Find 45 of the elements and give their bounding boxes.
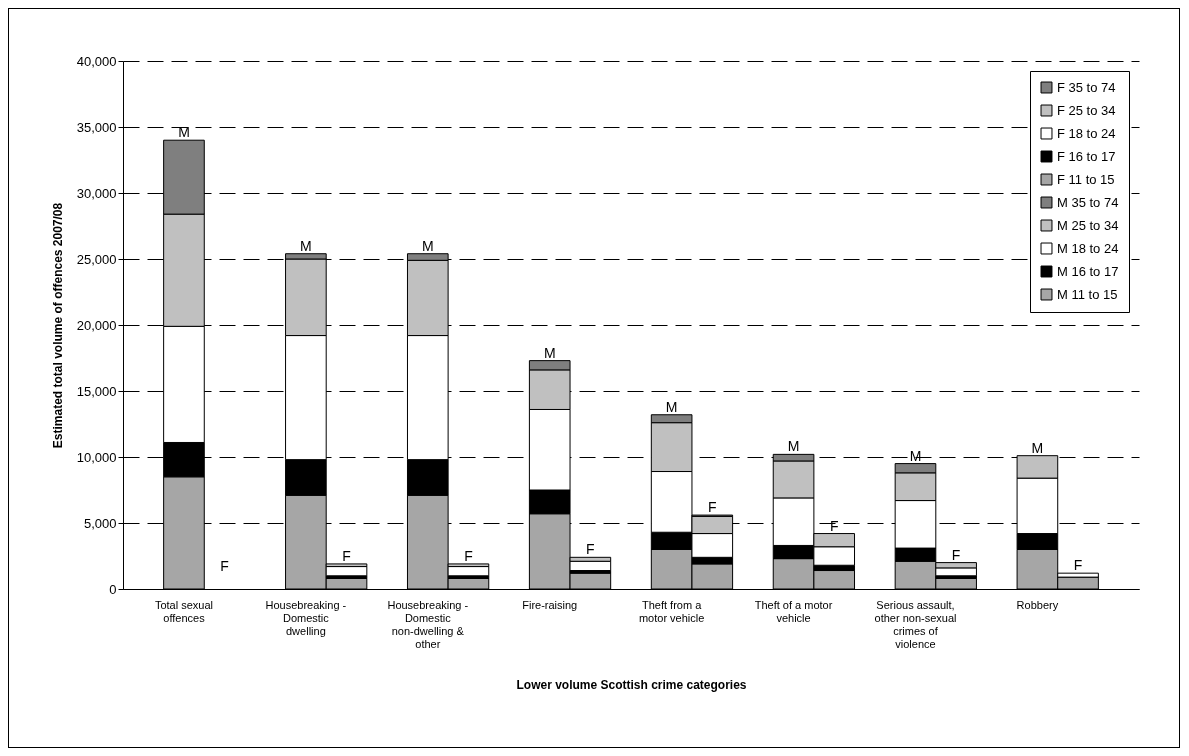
- y-axis-title: Estimated total volume of offences 2007/08: [50, 202, 65, 449]
- legend-label: F 11 to 15: [1057, 171, 1115, 187]
- annotation: M: [178, 124, 190, 141]
- annotation: F: [1073, 557, 1083, 574]
- y-tick-label: 15,000: [76, 383, 117, 399]
- annotation: M: [543, 344, 556, 361]
- y-tick-label: 20,000: [76, 317, 117, 333]
- annotation: F: [829, 517, 839, 534]
- legend-label: M 11 to 15: [1057, 286, 1118, 302]
- annotation: M: [665, 398, 678, 415]
- y-tick-label: 5,000: [83, 515, 117, 531]
- annotation: F: [220, 558, 229, 574]
- annotation: F: [586, 541, 595, 558]
- legend-label: F 25 to 34: [1057, 102, 1116, 118]
- annotation: M: [300, 237, 312, 254]
- annotation: F: [708, 499, 717, 516]
- y-tick-label: 30,000: [76, 185, 117, 201]
- annotation: M: [909, 447, 922, 464]
- y-tick-label: 10,000: [76, 449, 117, 465]
- y-tick-label: 35,000: [76, 119, 117, 135]
- x-tick-label: Fire-raising: [522, 598, 578, 611]
- x-axis-title: Lower volume Scottish crime categories: [516, 677, 747, 692]
- x-tick-label: Serious assault, other non-sexual crimes of violence: [874, 598, 957, 650]
- y-tick-label: 0: [109, 581, 117, 597]
- x-tick-label: Housebreaking - Domestic non-dwelling & other: [387, 598, 469, 650]
- annotation: M: [421, 237, 434, 254]
- annotation: F: [342, 547, 351, 564]
- x-tick-label: Robbery: [1016, 598, 1059, 611]
- legend-label: F 18 to 24: [1057, 125, 1116, 141]
- legend-label: M 16 to 17: [1057, 263, 1119, 279]
- annotation: M: [787, 438, 800, 455]
- x-tick-label: Theft of a motor vehicle: [754, 598, 833, 624]
- annotation: M: [1031, 439, 1044, 456]
- legend-label: F 16 to 17: [1057, 148, 1116, 164]
- legend-label: M 18 to 24: [1057, 240, 1119, 256]
- x-tick-label: Theft from a motor vehicle: [638, 598, 705, 624]
- legend-label: M 35 to 74: [1057, 194, 1119, 210]
- annotation: F: [951, 546, 961, 563]
- legend-label: M 25 to 34: [1057, 217, 1119, 233]
- annotation: F: [464, 547, 473, 564]
- x-tick-label: Total sexual offences: [154, 598, 214, 624]
- y-tick-label: 40,000: [76, 53, 117, 69]
- x-tick-label: Housebreaking - Domestic dwelling: [265, 598, 347, 637]
- legend-label: F 35 to 74: [1057, 79, 1116, 95]
- y-tick-label: 25,000: [76, 251, 117, 267]
